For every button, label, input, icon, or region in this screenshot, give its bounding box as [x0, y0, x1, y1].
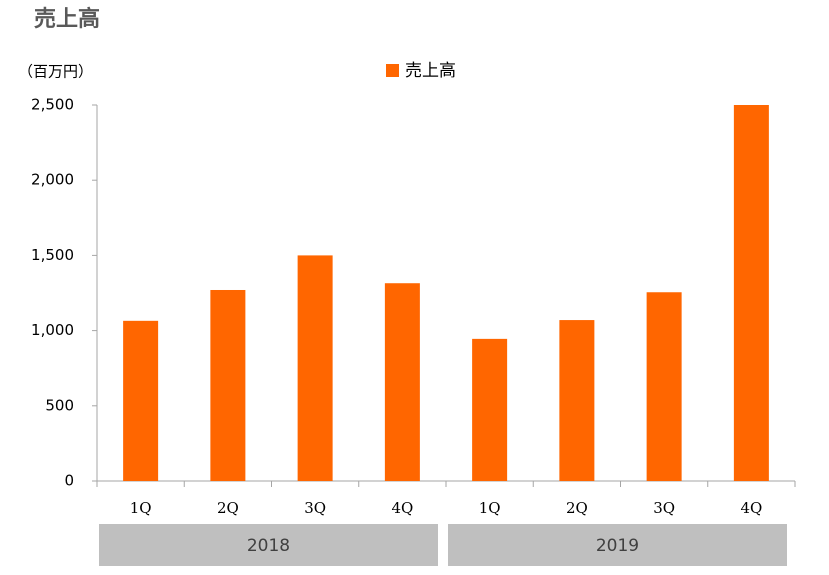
bar: [123, 320, 159, 481]
x-tick-label: 2Q: [566, 499, 588, 517]
bar: [646, 292, 682, 481]
bar: [559, 320, 595, 481]
legend-swatch: [386, 64, 399, 77]
y-axis-label: （百万円）: [18, 63, 93, 81]
bar: [384, 283, 420, 481]
y-tick-label: 1,000: [31, 321, 74, 339]
legend-label: 売上高: [405, 61, 456, 81]
bar: [733, 105, 769, 481]
bar: [297, 255, 333, 481]
group-box: [99, 524, 438, 566]
x-tick-label: 1Q: [479, 499, 501, 517]
x-tick-label: 3Q: [653, 499, 675, 517]
y-tick-label: 2,000: [31, 171, 74, 189]
group-label: 2019: [596, 536, 639, 556]
y-tick-label: 500: [45, 396, 74, 414]
chart-title: 売上高: [34, 6, 100, 32]
y-tick-label: 0: [64, 472, 74, 490]
group-box: [448, 524, 787, 566]
bar: [472, 338, 508, 481]
x-tick-label: 3Q: [304, 499, 326, 517]
x-tick-label: 4Q: [740, 499, 762, 517]
y-tick-label: 1,500: [31, 246, 74, 264]
bar: [210, 289, 246, 481]
group-label: 2018: [247, 536, 290, 556]
x-tick-label: 4Q: [391, 499, 413, 517]
x-tick-label: 1Q: [130, 499, 152, 517]
y-tick-label: 2,500: [31, 96, 74, 114]
x-tick-label: 2Q: [217, 499, 239, 517]
